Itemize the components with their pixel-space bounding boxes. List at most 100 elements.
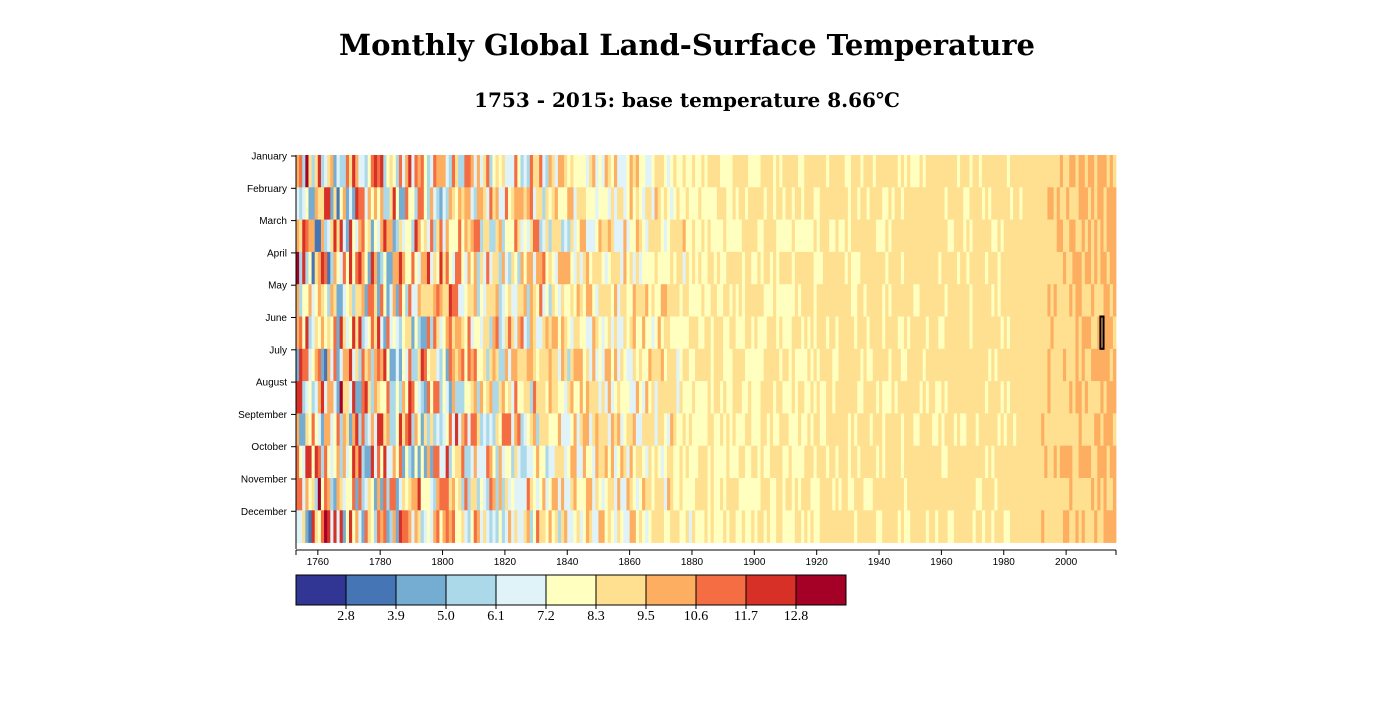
heatmap-cell[interactable] <box>426 413 431 446</box>
heatmap-cell[interactable] <box>395 510 400 543</box>
heatmap-cell[interactable] <box>797 187 802 220</box>
heatmap-cell[interactable] <box>317 219 322 253</box>
heatmap-cell[interactable] <box>589 316 593 350</box>
heatmap-cell[interactable] <box>713 478 718 511</box>
heatmap-cell[interactable] <box>735 284 740 317</box>
heatmap-cell[interactable] <box>467 413 471 446</box>
heatmap-cell[interactable] <box>495 284 500 317</box>
heatmap-cell[interactable] <box>857 413 861 446</box>
heatmap-cell[interactable] <box>442 445 447 479</box>
heatmap-cell[interactable] <box>872 251 877 285</box>
heatmap-cell[interactable] <box>417 187 422 220</box>
heatmap-cell[interactable] <box>498 219 503 253</box>
heatmap-cell[interactable] <box>567 219 571 253</box>
heatmap-cell[interactable] <box>501 316 506 350</box>
heatmap-cell[interactable] <box>916 219 920 253</box>
heatmap-cell[interactable] <box>673 316 677 350</box>
heatmap-cell[interactable] <box>433 510 437 543</box>
heatmap-cell[interactable] <box>495 445 500 479</box>
heatmap-cell[interactable] <box>392 187 397 220</box>
heatmap-cell[interactable] <box>966 478 970 511</box>
heatmap-cell[interactable] <box>439 478 443 511</box>
heatmap-cell[interactable] <box>445 284 450 317</box>
heatmap-cell[interactable] <box>473 445 478 479</box>
heatmap-cell[interactable] <box>663 187 668 220</box>
heatmap-cell[interactable] <box>327 478 331 511</box>
heatmap-cell[interactable] <box>975 284 980 317</box>
heatmap-cell[interactable] <box>1022 413 1026 446</box>
heatmap-cell[interactable] <box>969 348 973 382</box>
heatmap-cell[interactable] <box>370 284 375 317</box>
heatmap-cell[interactable] <box>691 381 696 414</box>
heatmap-cell[interactable] <box>1000 348 1005 382</box>
heatmap-cell[interactable] <box>785 510 790 543</box>
heatmap-cell[interactable] <box>720 510 724 543</box>
heatmap-cell[interactable] <box>405 510 409 543</box>
heatmap-cell[interactable] <box>947 219 952 253</box>
heatmap-cell[interactable] <box>529 381 534 414</box>
heatmap-cell[interactable] <box>847 316 852 350</box>
heatmap-cell[interactable] <box>975 510 980 543</box>
heatmap-cell[interactable] <box>296 316 300 350</box>
heatmap-cell[interactable] <box>342 478 347 511</box>
heatmap-cell[interactable] <box>498 381 503 414</box>
heatmap-cell[interactable] <box>972 316 977 350</box>
heatmap-cell[interactable] <box>660 219 665 253</box>
heatmap-cell[interactable] <box>411 251 415 285</box>
heatmap-cell[interactable] <box>1019 284 1023 317</box>
heatmap-cell[interactable] <box>688 316 693 350</box>
heatmap-cell[interactable] <box>1000 381 1005 414</box>
heatmap-cell[interactable] <box>704 219 708 253</box>
heatmap-cell[interactable] <box>302 219 306 253</box>
heatmap-cell[interactable] <box>607 219 612 253</box>
heatmap-cell[interactable] <box>314 284 319 317</box>
heatmap-cell[interactable] <box>1025 316 1030 350</box>
heatmap-cell[interactable] <box>910 348 914 382</box>
heatmap-cell[interactable] <box>682 413 687 446</box>
heatmap-cell[interactable] <box>635 445 640 479</box>
heatmap-cell[interactable] <box>860 478 864 511</box>
heatmap-cell[interactable] <box>492 445 496 479</box>
heatmap-cell[interactable] <box>919 413 924 446</box>
heatmap-cell[interactable] <box>632 413 637 446</box>
heatmap-cell[interactable] <box>888 284 892 317</box>
heatmap-cell[interactable] <box>978 187 983 220</box>
heatmap-cell[interactable] <box>1063 510 1067 543</box>
heatmap-cell[interactable] <box>651 251 655 285</box>
heatmap-cell[interactable] <box>857 251 861 285</box>
heatmap-cell[interactable] <box>1034 413 1039 446</box>
heatmap-cell[interactable] <box>670 284 674 317</box>
heatmap-cell[interactable] <box>913 219 917 253</box>
heatmap-cell[interactable] <box>757 284 761 317</box>
heatmap-cell[interactable] <box>508 510 512 543</box>
heatmap-cell[interactable] <box>520 348 525 382</box>
heatmap-cell[interactable] <box>854 413 858 446</box>
heatmap-cell[interactable] <box>601 348 606 382</box>
heatmap-cell[interactable] <box>551 155 556 188</box>
heatmap-cell[interactable] <box>882 219 886 253</box>
heatmap-cell[interactable] <box>554 348 559 382</box>
heatmap-cell[interactable] <box>542 381 546 414</box>
heatmap-cell[interactable] <box>417 284 422 317</box>
heatmap-cell[interactable] <box>754 316 758 350</box>
heatmap-cell[interactable] <box>1003 251 1008 285</box>
heatmap-cell[interactable] <box>373 510 378 543</box>
heatmap-cell[interactable] <box>1106 478 1111 511</box>
heatmap-cell[interactable] <box>423 284 428 317</box>
heatmap-cell[interactable] <box>551 284 556 317</box>
heatmap-cell[interactable] <box>302 413 306 446</box>
heatmap-cell[interactable] <box>925 445 930 479</box>
heatmap-cell[interactable] <box>327 219 331 253</box>
heatmap-cell[interactable] <box>1000 219 1005 253</box>
heatmap-cell[interactable] <box>520 251 525 285</box>
heatmap-cell[interactable] <box>726 316 730 350</box>
heatmap-cell[interactable] <box>1081 219 1086 253</box>
heatmap-cell[interactable] <box>607 478 612 511</box>
heatmap-cell[interactable] <box>850 219 855 253</box>
heatmap-cell[interactable] <box>688 445 693 479</box>
heatmap-cell[interactable] <box>439 155 443 188</box>
heatmap-cell[interactable] <box>1053 251 1058 285</box>
heatmap-cell[interactable] <box>305 155 309 188</box>
heatmap-cell[interactable] <box>402 445 406 479</box>
heatmap-cell[interactable] <box>850 478 855 511</box>
